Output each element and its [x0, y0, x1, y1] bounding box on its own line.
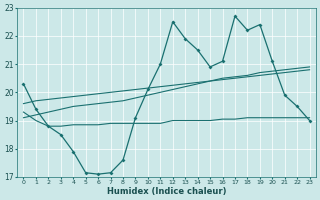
- X-axis label: Humidex (Indice chaleur): Humidex (Indice chaleur): [107, 187, 226, 196]
